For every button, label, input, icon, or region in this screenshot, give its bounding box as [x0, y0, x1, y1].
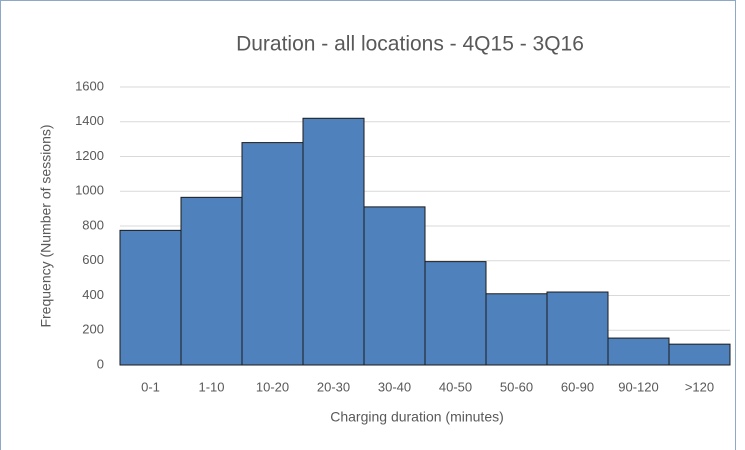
bar [607, 337, 670, 366]
x-tick-label: 40-50 [439, 379, 472, 394]
chart-title: Duration - all locations - 4Q15 - 3Q16 [236, 33, 584, 56]
x-axis-label: Charging duration (minutes) [330, 409, 504, 425]
x-tick-label: >120 [685, 379, 714, 394]
bar [119, 229, 182, 366]
bar [668, 343, 731, 366]
y-tick-label: 1400 [75, 113, 104, 128]
y-tick-label: 800 [82, 217, 104, 232]
bar [546, 291, 609, 366]
x-tick-label: 30-40 [378, 379, 411, 394]
x-tick-label: 1-10 [198, 379, 224, 394]
x-tick-label: 50-60 [500, 379, 533, 394]
y-tick-label: 0 [97, 356, 104, 371]
bar [485, 293, 548, 366]
x-tick-label: 60-90 [561, 379, 594, 394]
bar [241, 142, 304, 366]
x-tick-label: 0-1 [141, 379, 160, 394]
y-tick-label: 400 [82, 287, 104, 302]
x-tick-label: 90-120 [618, 379, 658, 394]
y-tick-label: 200 [82, 322, 104, 337]
bar [180, 196, 243, 366]
y-tick-label: 600 [82, 252, 104, 267]
y-tick-label: 1600 [75, 78, 104, 93]
y-tick-label: 1200 [75, 148, 104, 163]
y-axis-label: Frequency (Number of sessions) [38, 124, 54, 327]
bar [302, 117, 365, 366]
bar [424, 261, 487, 366]
x-tick-label: 20-30 [317, 379, 350, 394]
bar [363, 206, 426, 366]
x-tick-label: 10-20 [256, 379, 289, 394]
y-tick-label: 1000 [75, 183, 104, 198]
